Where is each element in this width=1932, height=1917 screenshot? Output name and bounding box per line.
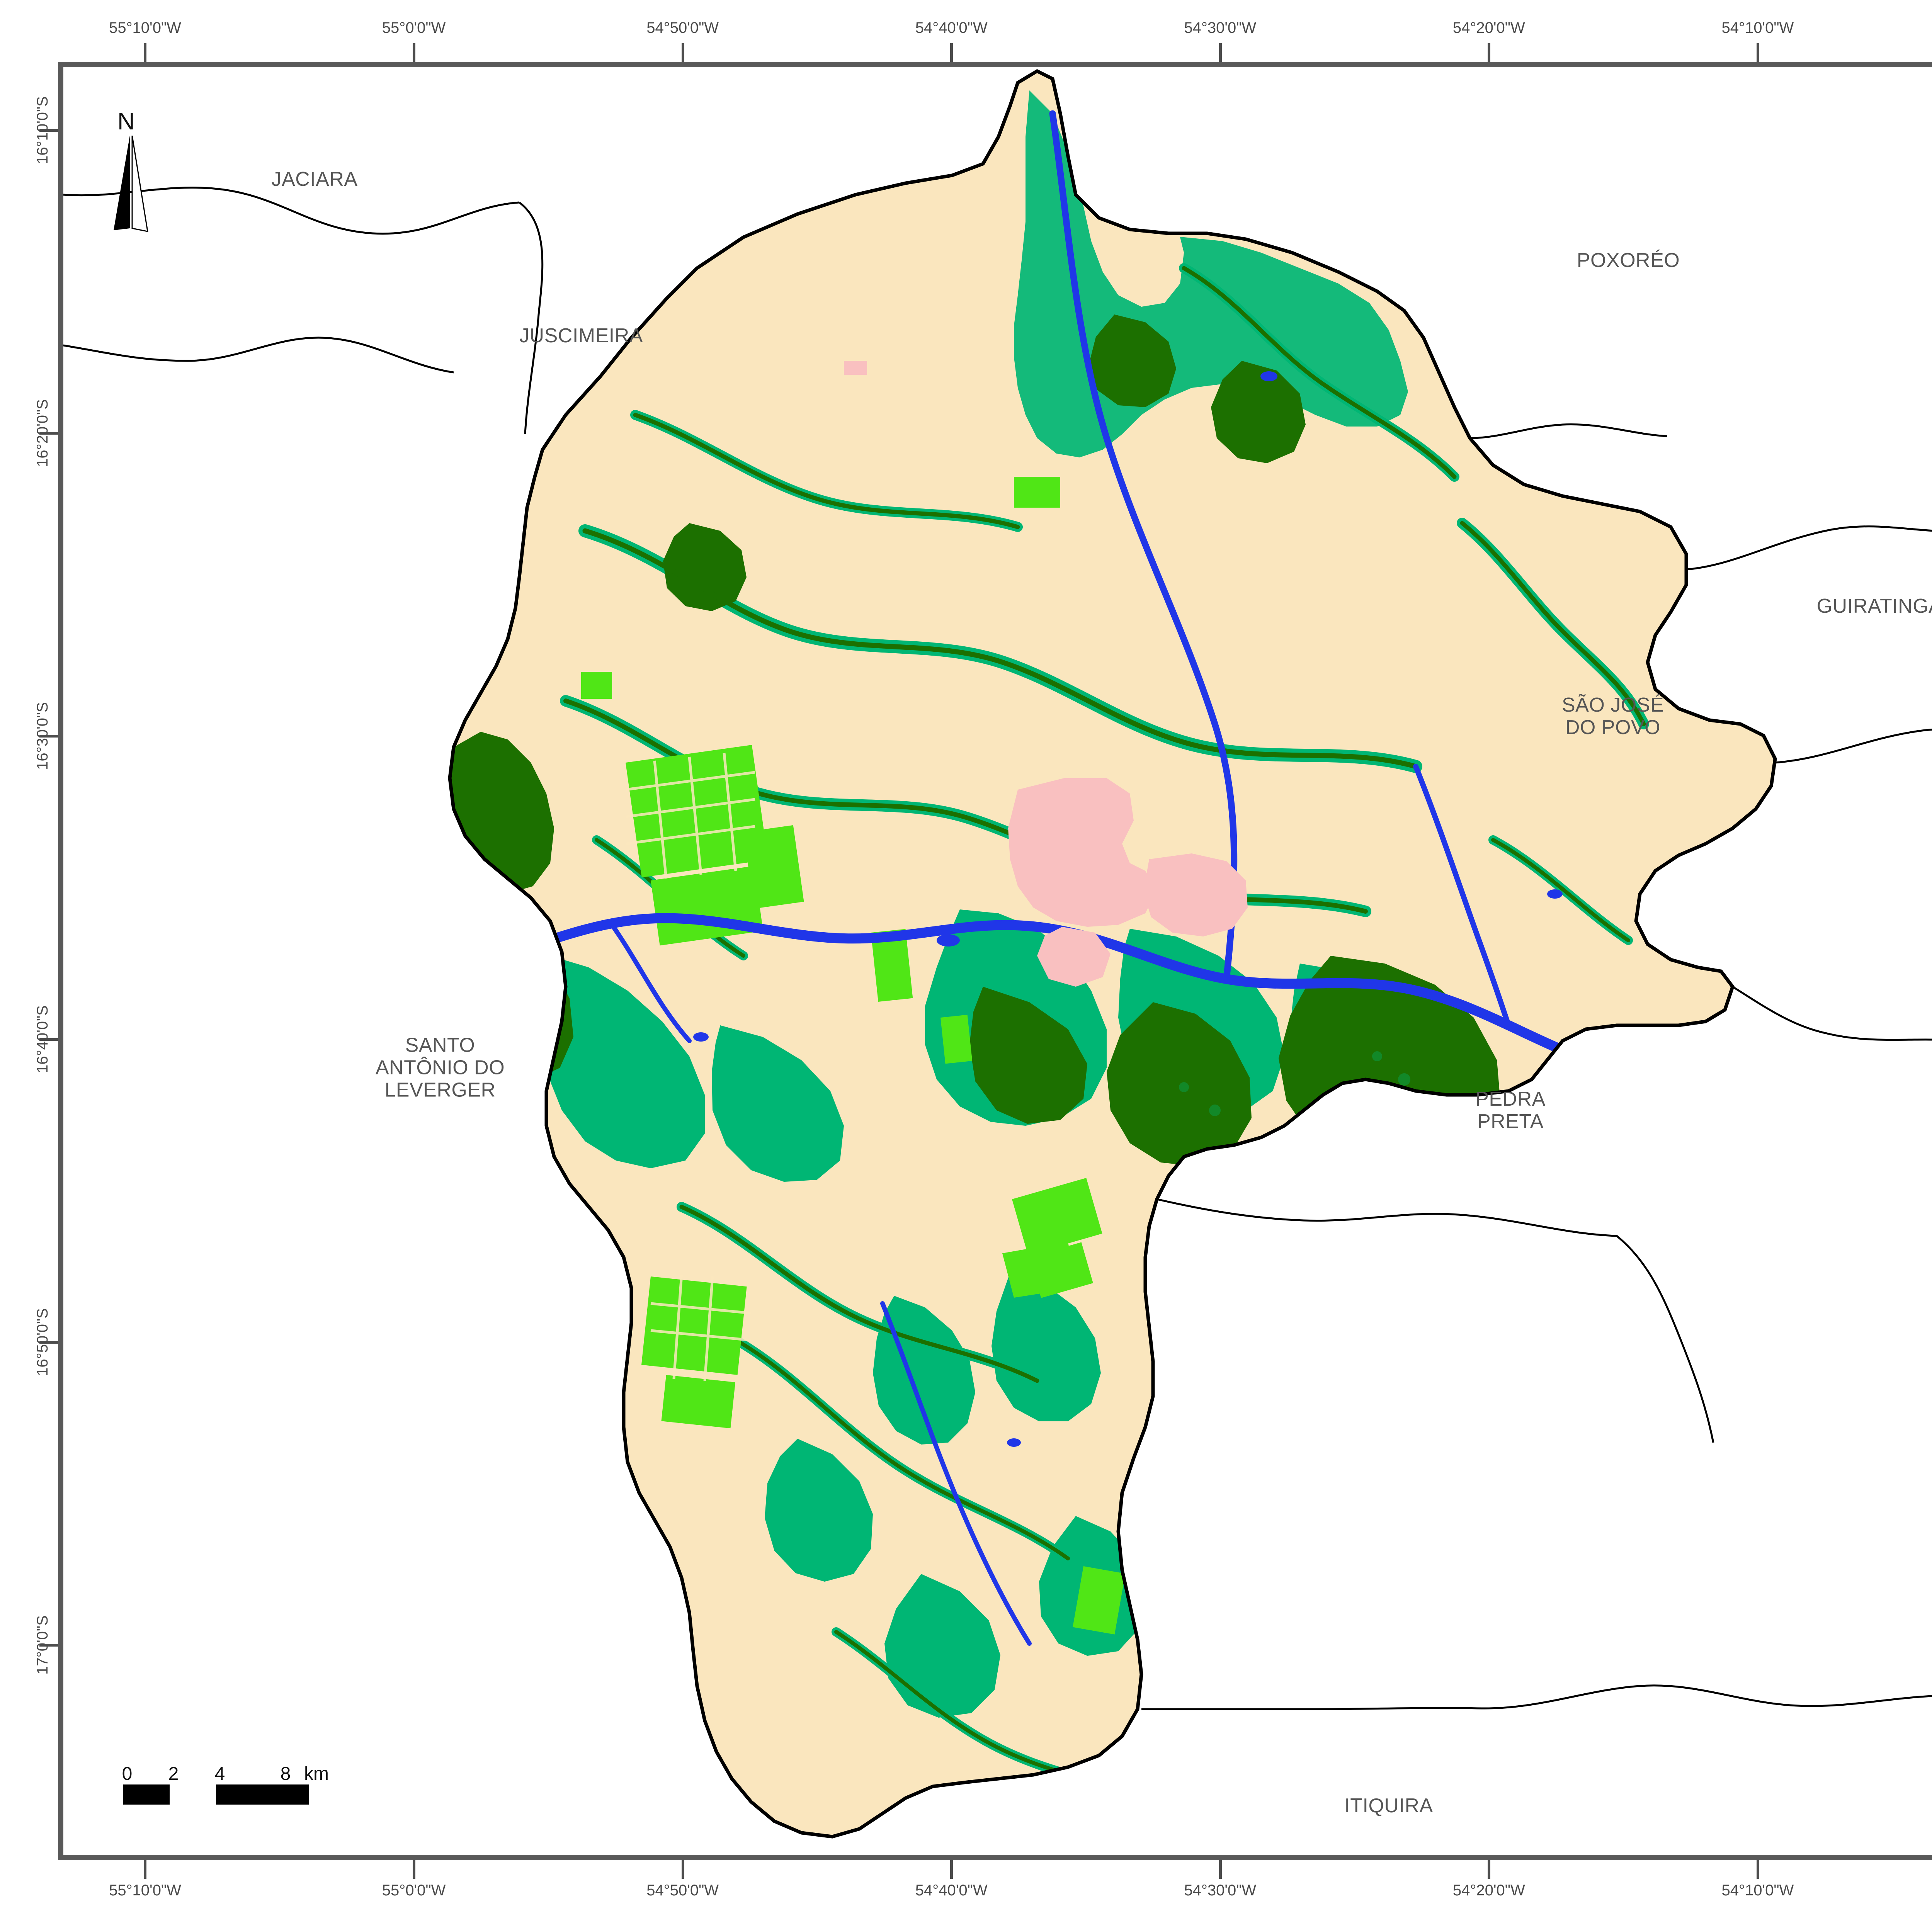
- graticule-tick-lon: [413, 43, 416, 62]
- scale-tick-4: 4: [214, 1764, 225, 1784]
- scale-tick-8: 8: [280, 1764, 291, 1784]
- lon-label-top-6: 54°10'0"W: [1721, 19, 1794, 36]
- lon-label-top-4: 54°30'0"W: [1184, 19, 1257, 36]
- graticule-tick-lon: [950, 1860, 953, 1879]
- lon-label-bottom-6: 54°10'0"W: [1721, 1882, 1794, 1899]
- lon-label-top-5: 54°20'0"W: [1452, 19, 1525, 36]
- neighbor-label-1: JUSCIMEIRA: [519, 324, 643, 347]
- lat-label-left-2: 16°30'0"S: [34, 702, 51, 770]
- graticule-tick-lon: [950, 43, 953, 62]
- graticule-tick-lon: [681, 43, 684, 62]
- neighbor-label-0: JACIARA: [271, 168, 358, 190]
- neighbor-label-5: SANTO ANTÔNIO DO LEVERGER: [375, 1034, 505, 1102]
- scale-bar-labels: 0 2 4 8 km: [122, 1763, 340, 1784]
- lat-label-left-3: 16°40'0"S: [34, 1005, 51, 1073]
- lat-label-left-4: 16°50'0"S: [34, 1308, 51, 1376]
- graticule-tick-lon: [1219, 1860, 1222, 1879]
- graticule-tick-lon: [144, 1860, 147, 1879]
- graticule-tick-lon: [1756, 43, 1759, 62]
- north-arrow-label: N: [117, 108, 135, 135]
- graticule-tick-lat: [39, 1644, 58, 1647]
- lat-label-left-0: 16°10'0"S: [34, 96, 51, 164]
- map-canvas[interactable]: N 0 2 4 8 km JACIARA JUSCIMEIR: [63, 67, 1932, 1855]
- lon-label-top-0: 55°10'0"W: [109, 19, 181, 36]
- graticule-tick-lon: [144, 43, 147, 62]
- graticule-tick-lon: [1756, 1860, 1759, 1879]
- lat-label-left-5: 17°0'0"S: [34, 1615, 51, 1675]
- lon-label-top-2: 54°50'0"W: [646, 19, 719, 36]
- scale-bar: 0 2 4 8 km: [122, 1763, 340, 1805]
- graticule-tick-lon: [1488, 43, 1491, 62]
- graticule-tick-lon: [413, 1860, 416, 1879]
- neighbor-label-4: SÃO JOSÉ DO POVO: [1561, 693, 1664, 739]
- graticule-tick-lat: [39, 1038, 58, 1041]
- lon-label-bottom-2: 54°50'0"W: [646, 1882, 719, 1899]
- north-arrow: N: [106, 108, 164, 232]
- main-map-panel[interactable]: N 0 2 4 8 km JACIARA JUSCIMEIR: [58, 62, 1932, 1860]
- lon-label-bottom-4: 54°30'0"W: [1184, 1882, 1257, 1899]
- scale-tick-2: 2: [168, 1764, 179, 1784]
- graticule-tick-lat: [39, 129, 58, 132]
- scale-tick-0: 0: [122, 1764, 133, 1784]
- graticule-tick-lat: [39, 1341, 58, 1344]
- graticule-tick-lat: [39, 735, 58, 738]
- lon-label-bottom-0: 55°10'0"W: [109, 1882, 181, 1899]
- scale-bar-graphic: [123, 1784, 309, 1805]
- lon-label-top-1: 55°0'0"W: [382, 19, 446, 36]
- municipality-boundary: [448, 69, 1777, 1839]
- graticule-tick-lon: [1488, 1860, 1491, 1879]
- lat-label-left-1: 16°20'0"S: [34, 399, 51, 467]
- scale-unit: km: [304, 1764, 329, 1784]
- neighbor-label-7: ITIQUIRA: [1344, 1794, 1433, 1817]
- lon-label-top-3: 54°40'0"W: [915, 19, 988, 36]
- neighbor-label-2: POXORÉO: [1577, 249, 1680, 272]
- lon-label-bottom-5: 54°20'0"W: [1452, 1882, 1525, 1899]
- lon-label-bottom-3: 54°40'0"W: [915, 1882, 988, 1899]
- landuse-map-svg: [63, 69, 1932, 1839]
- graticule-tick-lon: [1219, 43, 1222, 62]
- neighbor-label-6: PEDRA PRETA: [1475, 1088, 1546, 1133]
- neighbor-label-3: GUIRATINGA: [1816, 595, 1932, 617]
- north-arrow-glyph: [114, 136, 148, 232]
- graticule-tick-lon: [681, 1860, 684, 1879]
- lon-label-bottom-1: 55°0'0"W: [382, 1882, 446, 1899]
- graticule-tick-lat: [39, 432, 58, 435]
